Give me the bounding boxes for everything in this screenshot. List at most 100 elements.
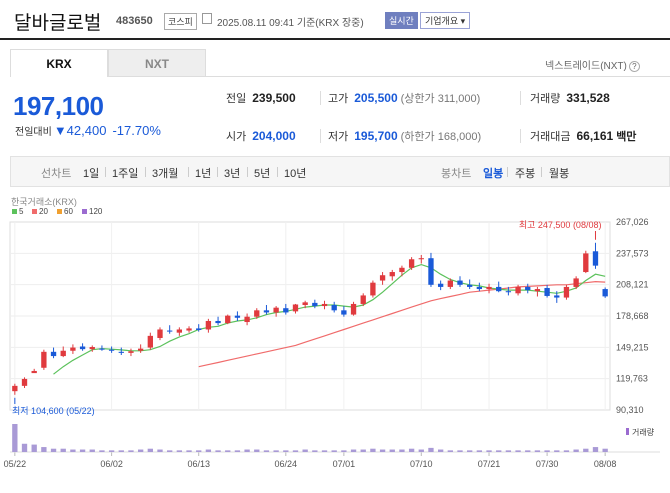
low-annotation: 최저 104,600 (05/22) xyxy=(12,406,95,416)
divider xyxy=(520,91,521,105)
y-tick-label: 267,026 xyxy=(616,217,649,227)
candle-body xyxy=(360,295,366,304)
price-chart[interactable]: 한국거래소(KRX)5 20 60 120 267,026 237,573 208,121 1… xyxy=(0,190,670,493)
period-3m[interactable]: 3개월 xyxy=(152,168,179,180)
y-tick-label: 119,763 xyxy=(616,374,648,384)
chart-source-label: 한국거래소(KRX) xyxy=(11,197,77,207)
candle-body xyxy=(457,280,463,285)
exchange-tabs: KRX NXT xyxy=(10,49,206,77)
candle-body xyxy=(563,286,570,298)
realtime-badge: 실시간 xyxy=(385,12,418,29)
upper-limit: (상한가 311,000) xyxy=(400,93,481,105)
volume-bar xyxy=(147,448,153,452)
stats-panel: 전일 239,500 고가 205,500 (상한가 311,000) 거래량 331,… xyxy=(210,84,670,154)
calendar-icon xyxy=(202,13,212,24)
volume-bar xyxy=(99,450,105,452)
candle-body xyxy=(399,267,405,273)
x-tick-label: 07/21 xyxy=(478,459,501,469)
volume-bar xyxy=(50,448,57,452)
divider xyxy=(277,167,278,177)
volume-bar xyxy=(418,449,424,452)
candle-body xyxy=(273,307,279,313)
tab-nxt[interactable]: NXT xyxy=(108,49,206,77)
stat-amount: 거래대금 66,161 백만 xyxy=(530,128,636,144)
candle-body xyxy=(108,349,115,351)
candle-body xyxy=(89,347,95,350)
divider xyxy=(507,167,508,177)
volume-bar xyxy=(12,424,18,452)
change-percent: -17.70% xyxy=(112,123,161,138)
volume-bar xyxy=(408,448,415,452)
legend-swatch xyxy=(32,209,37,214)
help-icon[interactable]: ? xyxy=(628,61,640,72)
candle-body xyxy=(476,286,483,290)
period-5y[interactable]: 5년 xyxy=(254,168,271,180)
volume-bar xyxy=(225,450,231,452)
divider xyxy=(145,167,146,177)
candle-body xyxy=(341,310,347,315)
candle-body xyxy=(447,280,453,287)
divider xyxy=(217,167,218,177)
period-1d[interactable]: 1일 xyxy=(83,168,100,180)
candle-chart-button[interactable]: 봉차트 xyxy=(441,168,472,180)
volume-bar xyxy=(186,450,192,452)
period-10y[interactable]: 10년 xyxy=(284,168,307,180)
y-tick-label: 149,215 xyxy=(616,342,649,352)
line-chart-button[interactable]: 선차트 xyxy=(41,168,72,180)
volume-bar xyxy=(118,450,124,452)
volume-bar xyxy=(341,450,347,452)
volume-bar xyxy=(389,449,395,452)
company-info-button[interactable]: 기업개요 ▾ xyxy=(420,12,471,29)
period-1w[interactable]: 1주일 xyxy=(112,168,139,180)
x-tick-label: 06/24 xyxy=(275,459,298,469)
candle-body xyxy=(534,289,541,292)
volume-bar xyxy=(515,450,521,452)
stat-high: 고가 205,500 (상한가 311,000) xyxy=(328,90,480,106)
period-weekly[interactable]: 주봉 xyxy=(515,168,536,180)
volume-bar xyxy=(215,450,221,452)
volume-bar xyxy=(505,450,512,452)
candle-body xyxy=(147,335,153,348)
volume-bar xyxy=(31,444,37,452)
candle-body xyxy=(583,253,589,273)
chart-toolbar: 선차트 1일 1주일 3개월 1년 3년 5년 10년 봉차트 일봉 주봉 월봉 xyxy=(10,156,670,187)
volume-bar xyxy=(41,447,47,452)
candle-body xyxy=(41,351,47,368)
divider xyxy=(247,167,248,177)
volume-bar xyxy=(573,449,579,452)
prev-value: 239,500 xyxy=(252,91,296,105)
nxt-link-label[interactable]: 넥스트레이드(NXT) xyxy=(545,61,627,72)
candle-body xyxy=(128,351,134,353)
nxt-link[interactable]: 넥스트레이드(NXT)? xyxy=(545,57,640,72)
period-daily[interactable]: 일봉 xyxy=(483,168,504,180)
candle-body xyxy=(602,289,608,297)
change-label: 전일대비 xyxy=(15,127,52,138)
volume-bar xyxy=(254,449,260,452)
tab-krx[interactable]: KRX xyxy=(10,49,108,77)
x-tick-label: 06/13 xyxy=(187,459,210,469)
volume-bar xyxy=(79,449,86,452)
candle-body xyxy=(244,316,250,323)
legend-swatch xyxy=(82,209,87,214)
candle-body xyxy=(31,370,37,374)
candle-body xyxy=(60,350,66,357)
y-tick-label: 90,310 xyxy=(616,405,644,415)
candle-body xyxy=(205,320,212,330)
volume-bar xyxy=(302,449,308,452)
volume-label: 거래량 xyxy=(530,93,561,105)
candle-body xyxy=(525,286,531,291)
candle-body xyxy=(592,251,599,266)
x-tick-label: 07/01 xyxy=(333,459,356,469)
stat-volume: 거래량 331,528 xyxy=(530,90,610,106)
tab-divider xyxy=(206,76,670,77)
period-1y[interactable]: 1년 xyxy=(195,168,212,180)
volume-bar xyxy=(525,450,531,452)
candle-body xyxy=(118,351,124,353)
candle-body xyxy=(408,259,415,268)
volume-bar xyxy=(137,449,144,452)
volume-bar xyxy=(70,449,76,452)
volume-bar xyxy=(263,450,270,452)
volume-bar xyxy=(447,450,453,452)
period-monthly[interactable]: 월봉 xyxy=(549,168,570,180)
period-3y[interactable]: 3년 xyxy=(224,168,241,180)
